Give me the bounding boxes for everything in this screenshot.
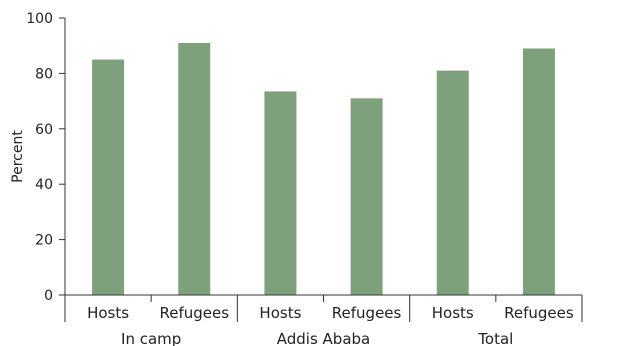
- y-tick-label: 60: [35, 122, 53, 138]
- bar-refugees-4: [350, 98, 383, 295]
- group-label: In camp: [121, 330, 181, 346]
- group-label: Addis Ababa: [277, 330, 370, 346]
- y-tick-label: 80: [35, 66, 53, 82]
- bar-hosts-5: [436, 70, 469, 295]
- bar-refugees-2: [178, 42, 211, 296]
- x-axis: Hosts Refugees Hosts Refugees Hosts Refugees I…: [64, 294, 583, 346]
- y-axis: 0 20 40 60 80 100: [26, 11, 66, 304]
- x-tick-label: Refugees: [159, 304, 229, 322]
- x-tick-label: Hosts: [432, 304, 474, 322]
- x-tick-label: Refugees: [504, 304, 574, 322]
- y-tick-label: 0: [44, 288, 53, 304]
- y-tick-label: 20: [35, 233, 53, 249]
- bar-hosts-1: [92, 59, 125, 295]
- y-tick-label: 100: [26, 11, 53, 27]
- y-axis-title: Percent: [10, 130, 26, 183]
- x-tick-label: Refugees: [332, 304, 402, 322]
- group-label: Total: [477, 330, 513, 346]
- x-tick-label: Hosts: [87, 304, 129, 322]
- bar-refugees-6: [522, 48, 555, 295]
- bars: [92, 42, 555, 296]
- bar-hosts-3: [264, 91, 297, 295]
- x-tick-label: Hosts: [259, 304, 301, 322]
- y-tick-label: 40: [35, 177, 53, 193]
